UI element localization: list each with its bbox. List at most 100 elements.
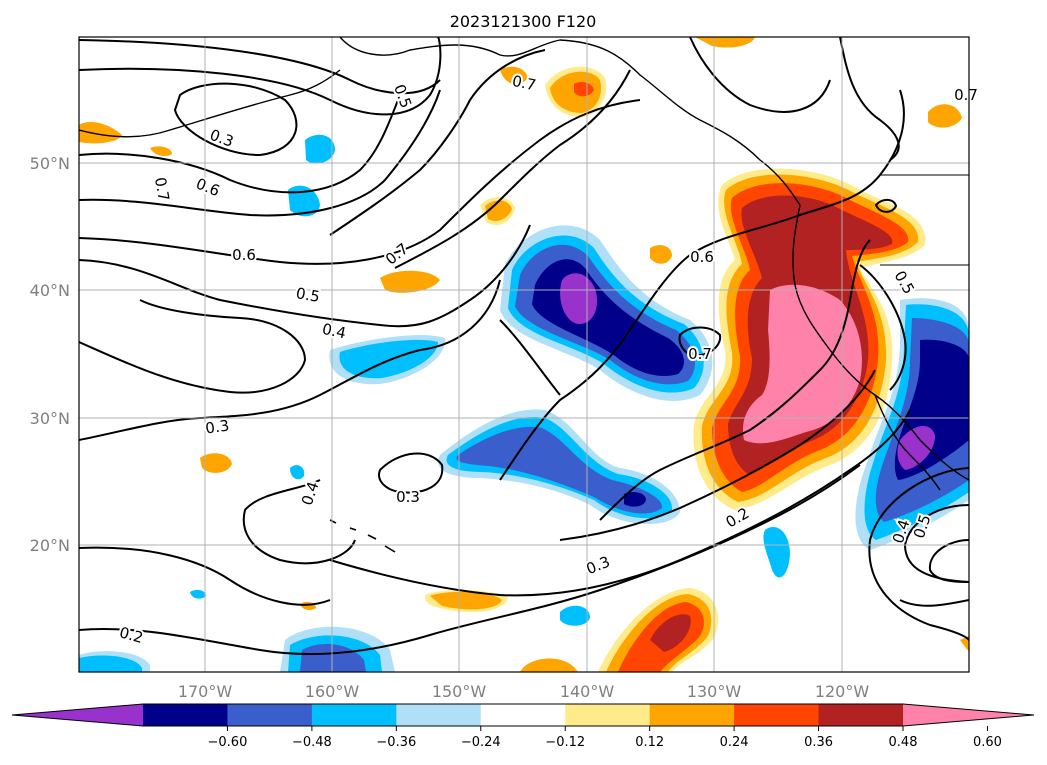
contour-line <box>689 37 831 113</box>
contour-line <box>874 198 898 213</box>
map-title: 2023121300 F120 <box>450 12 597 31</box>
positive-anomaly-shading <box>520 658 578 672</box>
contour-line <box>79 279 501 441</box>
colorbar-tick-label: 0.60 <box>973 735 1002 750</box>
colorbar: −0.60 −0.48 −0.36 −0.24 −0.12 0.12 0.24 0.36 0.4… <box>11 703 1035 750</box>
contour-line <box>499 89 905 481</box>
graticule <box>79 37 969 672</box>
negative-anomaly-shading <box>79 655 142 672</box>
contour-line <box>928 539 969 583</box>
colorbar-tick-label: 0.48 <box>889 735 918 750</box>
colorbar-swatch <box>480 704 566 726</box>
contour-line <box>79 546 331 606</box>
lon-label: 140°W <box>560 682 615 701</box>
colorbar-swatch <box>734 704 820 726</box>
lat-label: 20°N <box>30 536 70 555</box>
hawaii <box>329 519 396 553</box>
negative-anomaly-shading <box>190 589 206 599</box>
negative-anomaly-shading <box>339 339 438 379</box>
contour-lines <box>79 37 969 656</box>
colorbar-outline <box>11 703 1035 727</box>
contour-line <box>899 599 969 607</box>
negative-anomaly-shading <box>624 492 646 507</box>
contour-line <box>859 264 907 391</box>
lat-label: 40°N <box>30 281 70 300</box>
negative-anomaly-shading <box>763 527 790 578</box>
colorbar-swatch <box>227 704 313 726</box>
contour-line <box>79 37 442 116</box>
colorbar-tick-label: −0.60 <box>208 735 248 750</box>
contour-line <box>79 464 861 656</box>
colorbar-extension-low <box>12 704 143 726</box>
contour-line <box>173 82 298 157</box>
contour-line <box>599 239 871 521</box>
positive-anomaly-shading <box>200 453 232 473</box>
negative-anomaly-shading <box>560 605 590 626</box>
positive-anomaly-shading <box>928 104 962 128</box>
positive-anomaly-shading <box>695 37 755 48</box>
positive-anomaly-shading <box>650 245 672 264</box>
contour-line <box>839 37 900 161</box>
contour-label: 0.7 <box>954 86 978 104</box>
latitude-labels: 50°N 40°N 30°N 20°N <box>30 154 70 555</box>
lon-label: 130°W <box>687 682 742 701</box>
contour-label: 0.6 <box>232 246 256 264</box>
positive-anomaly-shading <box>574 82 594 97</box>
colorbar-tick-label: −0.24 <box>461 735 501 750</box>
positive-anomaly-shading <box>960 636 969 652</box>
colorbar-swatch <box>565 704 651 726</box>
colorbar-swatch <box>818 704 904 726</box>
positive-anomaly-shading <box>380 270 440 293</box>
colorbar-swatch <box>649 704 735 726</box>
contour-line <box>79 99 641 265</box>
colorbar-tick-label: −0.48 <box>292 735 332 750</box>
contour-line <box>79 39 441 95</box>
negative-anomaly-shading <box>456 426 663 514</box>
lon-label: 150°W <box>432 682 487 701</box>
contour-line <box>79 94 401 194</box>
contour-line <box>559 369 876 541</box>
coastline-aleutians <box>79 69 341 138</box>
negative-anomaly-shading <box>305 134 335 164</box>
longitude-labels: 170°W 160°W 150°W 140°W 130°W 120°W <box>178 682 870 701</box>
colorbar-tick-label: −0.36 <box>376 735 416 750</box>
coastline-north-america <box>792 204 969 481</box>
lat-label: 30°N <box>30 409 70 428</box>
positive-anomaly-shading <box>430 591 502 610</box>
colorbar-tick-label: 0.36 <box>804 735 833 750</box>
positive-anomaly-shading <box>485 200 512 221</box>
positive-anomaly-shading <box>650 614 691 652</box>
negative-anomaly-shading <box>288 185 320 217</box>
lon-label: 160°W <box>305 682 360 701</box>
contour-line <box>79 299 307 394</box>
map-frame <box>78 36 970 673</box>
contour-line <box>79 89 441 217</box>
negative-anomaly-shading <box>290 465 305 480</box>
contour-line <box>868 467 969 641</box>
contour-line <box>329 49 546 236</box>
lon-label: 170°W <box>178 682 233 701</box>
positive-anomaly-shading <box>500 66 528 85</box>
contour-line <box>678 326 722 357</box>
colorbar-tick-label: −0.12 <box>545 735 585 750</box>
negative-anomaly-shading <box>560 273 598 325</box>
colorbar-swatch <box>396 704 482 726</box>
lon-label: 120°W <box>815 682 870 701</box>
positive-anomaly-shading <box>150 146 172 156</box>
positive-anomaly-shading <box>742 284 862 444</box>
colorbar-tick-label: 0.24 <box>720 735 749 750</box>
contour-label: 0.3 <box>204 416 230 437</box>
contour-label: 0.7 <box>688 345 712 363</box>
contour-label: 0.6 <box>690 248 714 266</box>
colorbar-extension-high <box>903 704 1034 726</box>
contour-line <box>378 452 444 494</box>
colorbar-swatch <box>311 704 397 726</box>
colorbar-swatch <box>143 704 228 726</box>
contour-label: 0.3 <box>396 488 420 506</box>
negative-anomaly-shading <box>897 425 936 470</box>
contour-line <box>79 224 531 328</box>
contour-line <box>499 319 561 396</box>
coastline-alaska <box>339 37 801 206</box>
lat-label: 50°N <box>30 154 70 173</box>
